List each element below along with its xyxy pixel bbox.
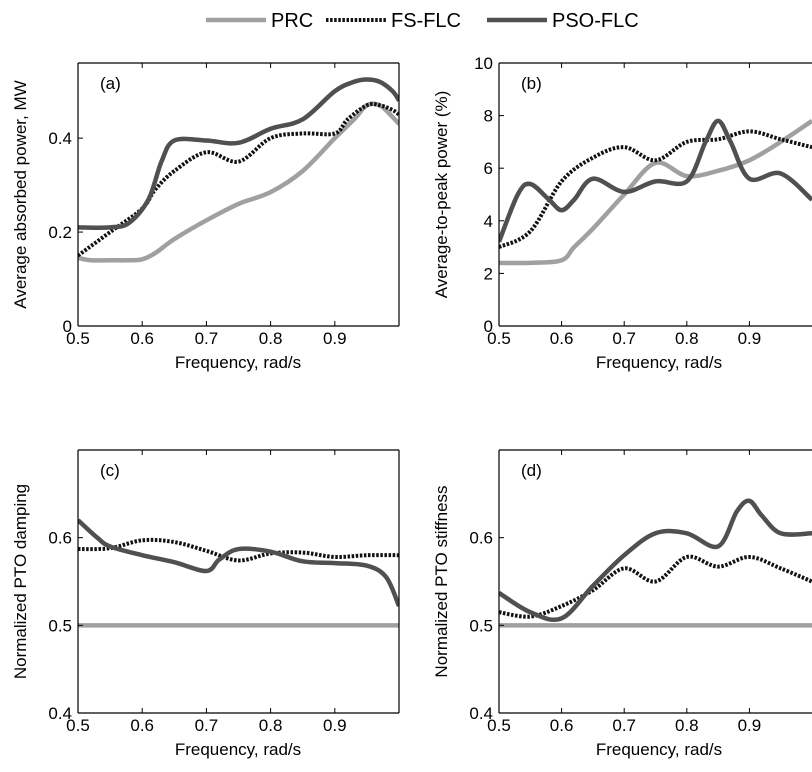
x-tick-label: 0.7 [195, 329, 219, 348]
series-line-prc [499, 118, 812, 266]
y-tick-label: 0.6 [48, 529, 72, 548]
series-line-pso-flc [499, 498, 812, 623]
panel-label: (c) [100, 461, 120, 480]
legend: PRC FS-FLC PSO-FLC [206, 10, 639, 32]
series-line-fs-flc [78, 102, 399, 258]
series-line-fs-flc [78, 537, 399, 563]
y-axis-title: Average absorbed power, MW [11, 80, 30, 308]
series-line-fs-flc [499, 129, 812, 249]
y-tick-label: 0.2 [48, 223, 72, 242]
legend-item-prc: PRC [206, 10, 313, 32]
legend-item-fs-flc: FS-FLC [326, 10, 461, 32]
x-axis-title: Frequency, rad/s [175, 353, 301, 372]
y-tick-label: 0 [63, 317, 72, 336]
chart-panels: 0.5 0.6 0.7 0.8 0.9 0 0.2 0.4 (a) Frequency, rad/… [11, 54, 812, 759]
series-lines [78, 77, 399, 263]
x-axis-title: Frequency, rad/s [175, 740, 301, 759]
x-tick-label: 0.8 [675, 329, 699, 348]
y-axis-title: Normalized PTO stiffness [432, 485, 451, 677]
x-tick-label: 0.6 [130, 329, 154, 348]
panel-label: (a) [100, 74, 121, 93]
panel-label: (b) [521, 74, 542, 93]
y-tick-label: 10 [474, 54, 493, 73]
x-tick-label: 0.5 [66, 716, 90, 735]
y-tick-label: 2 [484, 264, 493, 283]
series-lines [499, 498, 812, 628]
series-line-pso-flc [78, 518, 399, 607]
x-tick-label: 0.8 [259, 329, 283, 348]
panel-label: (d) [521, 461, 542, 480]
x-tick-label: 0.6 [130, 716, 154, 735]
x-tick-label: 0.9 [323, 329, 347, 348]
y-axis-title: Normalized PTO damping [11, 484, 30, 679]
y-tick-label: 0.5 [48, 616, 72, 635]
y-tick-label: 0.4 [48, 704, 72, 723]
x-axis-title: Frequency, rad/s [596, 353, 722, 372]
y-tick-label: 0.6 [469, 529, 493, 548]
legend-label: FS-FLC [391, 10, 461, 32]
y-tick-label: 6 [484, 159, 493, 178]
series-line-pso-flc [499, 118, 812, 243]
x-tick-label: 0.5 [487, 329, 511, 348]
series-line-prc [78, 101, 399, 263]
y-tick-label: 0.5 [469, 616, 493, 635]
x-tick-label: 0.9 [323, 716, 347, 735]
x-tick-label: 0.6 [550, 329, 574, 348]
x-tick-label: 0.7 [195, 716, 219, 735]
x-tick-label: 0.5 [487, 716, 511, 735]
y-tick-label: 0 [484, 317, 493, 336]
x-tick-label: 0.8 [259, 716, 283, 735]
series-lines [499, 118, 812, 266]
x-axis-title: Frequency, rad/s [596, 740, 722, 759]
legend-label: PRC [271, 10, 313, 32]
legend-label: PSO-FLC [552, 10, 639, 32]
x-tick-label: 0.9 [738, 329, 762, 348]
y-tick-label: 0.4 [48, 129, 72, 148]
x-tick-label: 0.5 [66, 329, 90, 348]
series-line-pso-flc [78, 77, 399, 230]
x-tick-label: 0.9 [738, 716, 762, 735]
legend-item-pso-flc: PSO-FLC [487, 10, 639, 32]
x-tick-label: 0.8 [675, 716, 699, 735]
panel-c: 0.5 0.6 0.7 0.8 0.90.40.50.6(c)Frequency, ra… [11, 449, 400, 759]
panel-d: 0.5 0.6 0.7 0.8 0.90.40.50.6(d)Frequency, ra… [432, 449, 812, 759]
x-tick-label: 0.7 [612, 716, 636, 735]
y-axis-title: Average-to-peak power (%) [432, 91, 451, 299]
x-tick-label: 0.6 [550, 716, 574, 735]
y-tick-label: 8 [484, 107, 493, 126]
panel-b: 0.5 0.6 0.7 0.8 0.9 0 2 4 6 8 10 (b) Frequency, rad/… [432, 54, 812, 372]
y-tick-label: 0.4 [469, 704, 493, 723]
panel-a: 0.5 0.6 0.7 0.8 0.9 0 0.2 0.4 (a) Frequency, rad/… [11, 62, 400, 372]
y-tick-label: 4 [484, 212, 493, 231]
series-line-fs-flc [499, 554, 812, 619]
x-tick-label: 0.7 [612, 329, 636, 348]
series-lines [78, 518, 399, 628]
